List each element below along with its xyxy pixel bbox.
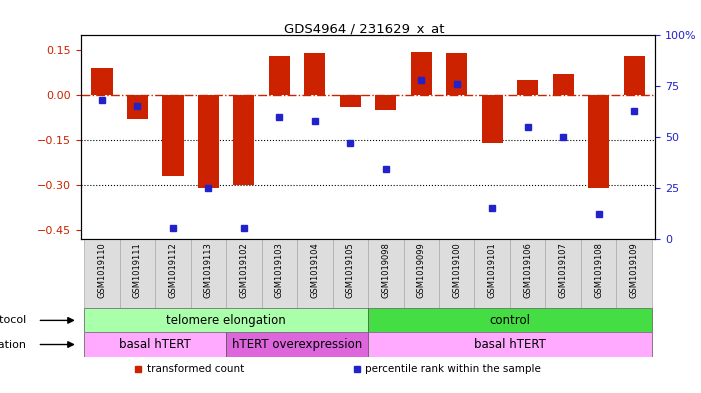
Text: telomere elongation: telomere elongation bbox=[166, 314, 286, 327]
Text: GSM1019107: GSM1019107 bbox=[559, 242, 568, 298]
Bar bbox=[623, 56, 645, 95]
Bar bbox=[446, 53, 468, 95]
Bar bbox=[84, 332, 226, 356]
Bar bbox=[616, 239, 652, 309]
Bar bbox=[368, 309, 652, 332]
Bar bbox=[581, 239, 616, 309]
Bar bbox=[368, 239, 404, 309]
Text: GSM1019113: GSM1019113 bbox=[204, 242, 213, 298]
Text: protocol: protocol bbox=[0, 316, 26, 325]
Text: GSM1019108: GSM1019108 bbox=[594, 242, 603, 298]
Text: basal hTERT: basal hTERT bbox=[474, 338, 546, 351]
Bar bbox=[261, 239, 297, 309]
Bar bbox=[545, 239, 581, 309]
Bar bbox=[226, 239, 261, 309]
Bar bbox=[304, 53, 325, 95]
Text: transformed count: transformed count bbox=[147, 364, 244, 375]
Text: GSM1019104: GSM1019104 bbox=[311, 242, 319, 298]
Bar bbox=[268, 56, 290, 95]
Bar bbox=[482, 95, 503, 143]
Bar bbox=[155, 239, 191, 309]
Text: GSM1019105: GSM1019105 bbox=[346, 242, 355, 298]
Text: hTERT overexpression: hTERT overexpression bbox=[232, 338, 362, 351]
Bar bbox=[340, 95, 361, 107]
Bar bbox=[588, 95, 609, 188]
Bar bbox=[475, 239, 510, 309]
Bar bbox=[191, 239, 226, 309]
Bar bbox=[198, 95, 219, 188]
Bar bbox=[127, 95, 148, 119]
Text: GSM1019098: GSM1019098 bbox=[381, 242, 390, 298]
Bar bbox=[84, 239, 120, 309]
Bar bbox=[552, 74, 574, 95]
Bar bbox=[226, 332, 368, 356]
Bar bbox=[368, 332, 652, 356]
Bar bbox=[332, 239, 368, 309]
Text: GSM1019100: GSM1019100 bbox=[452, 242, 461, 298]
Text: GSM1019109: GSM1019109 bbox=[629, 242, 639, 298]
Text: percentile rank within the sample: percentile rank within the sample bbox=[365, 364, 541, 375]
Bar bbox=[517, 80, 538, 95]
Text: GSM1019103: GSM1019103 bbox=[275, 242, 284, 298]
Text: GSM1019101: GSM1019101 bbox=[488, 242, 497, 298]
Bar bbox=[411, 52, 432, 95]
Text: GSM1019099: GSM1019099 bbox=[417, 242, 426, 298]
Text: GSM1019111: GSM1019111 bbox=[133, 242, 142, 298]
Text: GSM1019102: GSM1019102 bbox=[239, 242, 248, 298]
Bar bbox=[91, 68, 113, 95]
Text: GSM1019110: GSM1019110 bbox=[97, 242, 107, 298]
Bar bbox=[233, 95, 254, 185]
Bar bbox=[162, 95, 184, 176]
Text: control: control bbox=[489, 314, 531, 327]
Bar bbox=[510, 239, 545, 309]
Bar bbox=[84, 309, 368, 332]
Text: GSM1019112: GSM1019112 bbox=[168, 242, 177, 298]
Text: GSM1019106: GSM1019106 bbox=[523, 242, 532, 298]
Bar bbox=[375, 95, 396, 110]
Bar bbox=[439, 239, 475, 309]
Text: genotype/variation: genotype/variation bbox=[0, 340, 26, 349]
Bar bbox=[404, 239, 439, 309]
Text: GDS4964 / 231629_x_at: GDS4964 / 231629_x_at bbox=[285, 22, 444, 35]
Text: basal hTERT: basal hTERT bbox=[119, 338, 191, 351]
Bar bbox=[297, 239, 332, 309]
Bar bbox=[120, 239, 155, 309]
